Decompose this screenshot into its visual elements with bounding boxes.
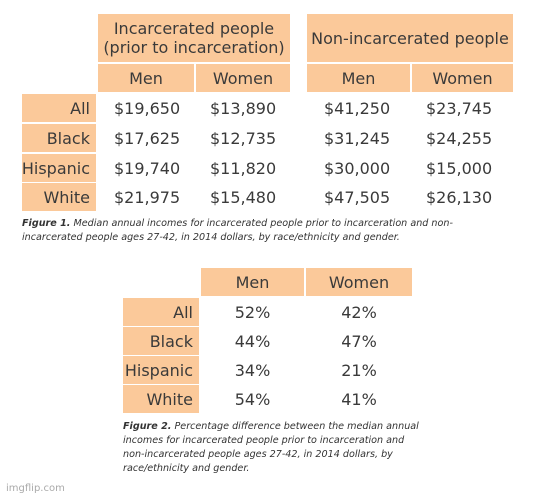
column-header: Men [98, 64, 194, 92]
row-label: Black [22, 124, 96, 152]
table-cell: $21,975 [114, 183, 181, 211]
table-cell: 52% [201, 298, 304, 326]
table-cell: $17,625 [114, 124, 181, 152]
table-cell: $12,735 [210, 124, 277, 152]
watermark: imgflip.com [6, 483, 65, 494]
column-header-label: Men [129, 68, 163, 88]
cell-value: $11,820 [210, 158, 277, 178]
figure-1-caption: Figure 1. Median annual incomes for inca… [22, 217, 482, 245]
group-header-non-incarcerated-label: Non-incarcerated people [311, 28, 509, 48]
table-cell: 41% [306, 385, 412, 413]
table-cell: 21% [306, 356, 412, 384]
figure-1-caption-label: Figure 1. [22, 218, 71, 229]
cell-value: $17,625 [114, 128, 181, 148]
cell-value: $13,890 [210, 98, 277, 118]
cell-value: 47% [341, 331, 377, 351]
table-cell: $26,130 [426, 183, 493, 211]
table-cell: $19,650 [114, 94, 181, 122]
table-cell: $11,820 [210, 154, 277, 182]
column-header: Women [412, 64, 513, 92]
cell-value: 41% [341, 389, 377, 409]
cell-value: $12,735 [210, 128, 277, 148]
group-header-non-incarcerated: Non-incarcerated people [307, 14, 513, 62]
table-cell: $31,245 [324, 124, 391, 152]
table-cell: $47,505 [324, 183, 391, 211]
cell-value: $23,745 [426, 98, 493, 118]
cell-value: $30,000 [324, 158, 391, 178]
table-cell: $15,480 [210, 183, 277, 211]
row-label: Black [123, 327, 199, 355]
row-label-text: White [146, 389, 193, 409]
table-cell: 44% [201, 327, 304, 355]
row-label: Hispanic [22, 154, 96, 182]
column-header: Men [307, 64, 410, 92]
row-label-text: Hispanic [21, 158, 90, 178]
row-label: All [22, 94, 96, 122]
figure-2-caption-label: Figure 2. [123, 421, 172, 432]
figure-2-caption-text: Percentage difference between the median… [123, 421, 419, 474]
cell-value: $19,740 [114, 158, 181, 178]
table-cell: $15,000 [426, 154, 493, 182]
table-cell: $24,255 [426, 124, 493, 152]
cell-value: $15,480 [210, 187, 277, 207]
cell-value: 21% [341, 360, 377, 380]
cell-value: 34% [234, 360, 271, 380]
column-header-label: Women [328, 272, 390, 292]
cell-value: 54% [234, 389, 271, 409]
row-label-text: White [43, 187, 90, 207]
column-header-label: Men [341, 68, 376, 88]
group-header-incarcerated-label: Incarcerated people (prior to incarcerat… [103, 19, 285, 57]
table-cell: $13,890 [210, 94, 277, 122]
group-header-incarcerated: Incarcerated people (prior to incarcerat… [98, 14, 290, 62]
row-label-text: Black [46, 128, 90, 148]
column-header: Men [201, 268, 304, 296]
column-header-label: Women [432, 68, 493, 88]
row-label-text: Black [149, 331, 193, 351]
table-cell: 54% [201, 385, 304, 413]
figure-1-caption-text: Median annual incomes for incarcerated p… [22, 218, 453, 243]
row-label-text: All [70, 98, 90, 118]
cell-value: $26,130 [426, 187, 493, 207]
column-header: Women [306, 268, 412, 296]
column-header-label: Women [212, 68, 274, 88]
column-header: Women [196, 64, 290, 92]
table-cell: 47% [306, 327, 412, 355]
cell-value: 44% [234, 331, 271, 351]
row-label-text: All [173, 302, 193, 322]
row-label: Hispanic [123, 356, 199, 384]
cell-value: $24,255 [426, 128, 493, 148]
cell-value: $41,250 [324, 98, 391, 118]
table-cell: $41,250 [324, 94, 391, 122]
cell-value: $21,975 [114, 187, 181, 207]
row-label: All [123, 298, 199, 326]
cell-value: $31,245 [324, 128, 391, 148]
cell-value: $15,000 [426, 158, 493, 178]
row-label: White [22, 183, 96, 211]
cell-value: 42% [341, 302, 377, 322]
table-cell: 34% [201, 356, 304, 384]
cell-value: 52% [234, 302, 271, 322]
table-cell: 42% [306, 298, 412, 326]
row-label: White [123, 385, 199, 413]
table-cell: $19,740 [114, 154, 181, 182]
row-label-text: Hispanic [124, 360, 193, 380]
figure-2-caption: Figure 2. Percentage difference between … [123, 420, 419, 476]
column-header-label: Men [235, 272, 270, 292]
table-cell: $30,000 [324, 154, 391, 182]
table-cell: $23,745 [426, 94, 493, 122]
cell-value: $47,505 [324, 187, 391, 207]
cell-value: $19,650 [114, 98, 181, 118]
